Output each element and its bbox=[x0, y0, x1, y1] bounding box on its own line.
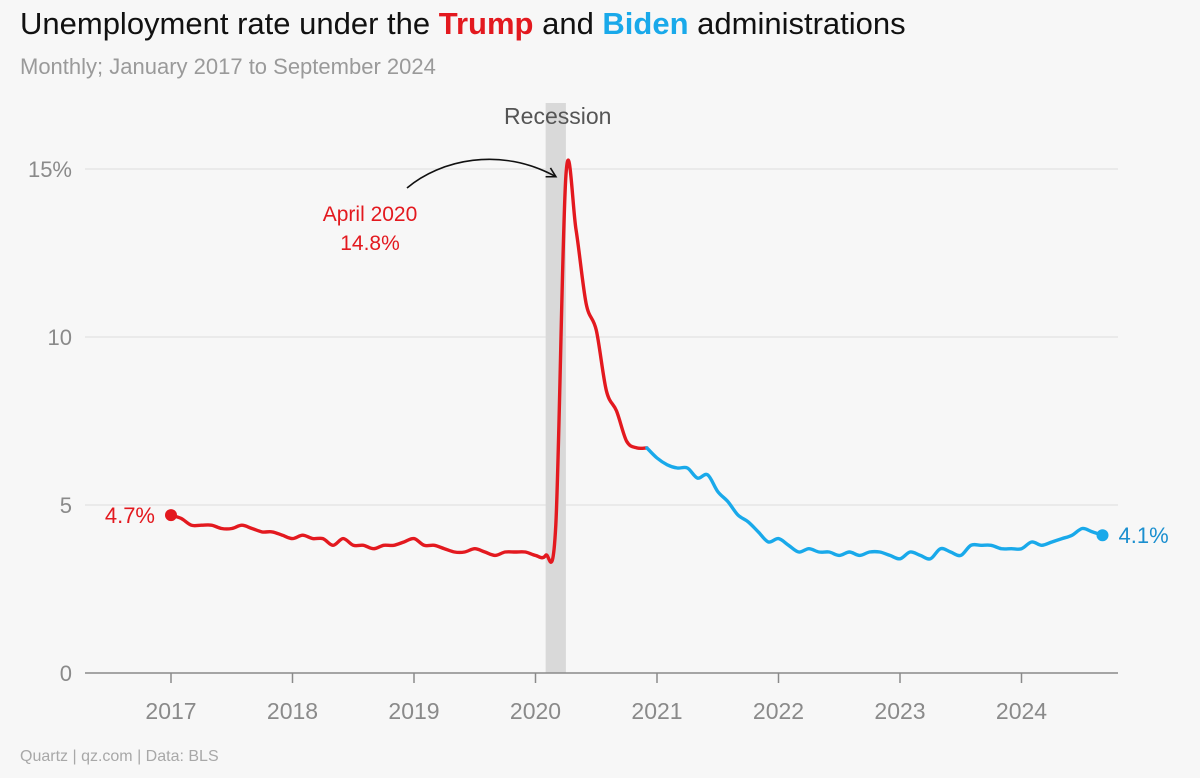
annotation-value: 14.8% bbox=[340, 232, 400, 255]
x-tick-label: 2018 bbox=[267, 698, 318, 724]
annotation-arrow bbox=[406, 158, 558, 189]
title-trump: Trump bbox=[438, 6, 534, 41]
y-tick-label: 0 bbox=[60, 661, 72, 686]
biden-end-dot bbox=[1096, 529, 1109, 542]
x-tick-label: 2024 bbox=[996, 698, 1047, 724]
annotation-date: April 2020 bbox=[323, 203, 418, 226]
x-tick-label: 2021 bbox=[631, 698, 682, 724]
labels: 4.7% 4.1% April 2020 14.8% bbox=[105, 158, 1169, 548]
y-tick-label: 10 bbox=[48, 325, 72, 350]
series-line-biden bbox=[645, 446, 1105, 561]
y-tick-label: 15% bbox=[28, 157, 72, 182]
recession-band bbox=[545, 103, 566, 673]
title-part-3: administrations bbox=[688, 6, 906, 41]
recession-label: Recession bbox=[504, 103, 611, 129]
recession-band-group: Recession bbox=[504, 103, 611, 673]
series-line-trump bbox=[169, 158, 649, 564]
trump-start-dot bbox=[165, 509, 177, 522]
source-note: Quartz | qz.com | Data: BLS bbox=[20, 748, 219, 765]
x-tick-label: 2023 bbox=[874, 698, 925, 724]
biden-end-label: 4.1% bbox=[1119, 523, 1169, 548]
title-part-1: Unemployment rate under the bbox=[20, 6, 439, 41]
axes: 0 5 10 15% 2017 2018 2019 2020 2021 2022 2023 2024 bbox=[28, 157, 1118, 724]
grid-lines bbox=[85, 168, 1118, 506]
x-tick-label: 2017 bbox=[145, 698, 196, 724]
trump-start-label: 4.7% bbox=[105, 503, 155, 528]
x-tick-label: 2020 bbox=[510, 698, 561, 724]
x-tick-label: 2022 bbox=[753, 698, 804, 724]
title-biden: Biden bbox=[602, 6, 689, 41]
y-tick-label: 5 bbox=[60, 493, 72, 518]
series-lines bbox=[169, 158, 1105, 564]
x-tick-label: 2019 bbox=[388, 698, 439, 724]
title-part-2: and bbox=[533, 6, 603, 41]
chart-title: Unemployment rate under the Trump and Bi… bbox=[20, 6, 906, 42]
chart-subtitle: Monthly; January 2017 to September 2024 bbox=[20, 54, 436, 79]
